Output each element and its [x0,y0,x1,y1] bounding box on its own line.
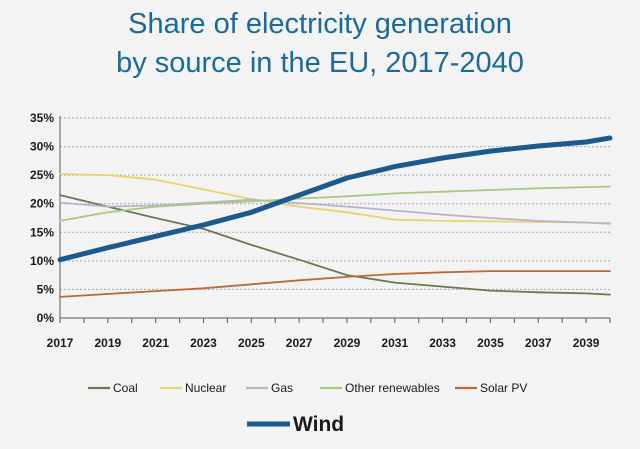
series-line-solar-pv [59,270,611,298]
x-tick-label: 2021 [142,336,169,350]
y-tick-label: 15% [30,225,54,239]
chart-title-line-1: Share of electricity generation [128,8,512,40]
y-tick-label: 30% [30,140,54,154]
x-tick-label: 2027 [286,336,313,350]
x-tick-label: 2037 [525,336,552,350]
x-tick-label: 2025 [238,336,265,350]
x-tick-label: 2033 [429,336,456,350]
x-axis: 2017 2019 2021 2023 2025 2027 2029 2031 2033 2035… [47,317,611,350]
legend: Coal Nuclear Gas Other renewables Solar PV Wi… [88,381,527,436]
y-tick-label: 25% [30,168,54,182]
x-tick-label: 2029 [334,336,361,350]
y-tick-label: 5% [37,282,55,296]
legend-label-nuclear: Nuclear [185,381,226,395]
x-tick-label: 2035 [477,336,504,350]
y-tick-label: 10% [30,254,54,268]
chart-title-line-2: by source in the EU, 2017-2040 [116,47,524,79]
grid [60,117,610,290]
legend-label-solar-pv: Solar PV [480,381,527,395]
y-tick-label: 35% [30,111,54,125]
series-line-wind [57,135,613,263]
x-tick-label: 2039 [573,336,600,350]
y-tick-label: 0% [37,311,55,325]
legend-label-wind: Wind [293,413,344,436]
series-lines [57,135,613,298]
series-line-other-renewables [59,185,611,222]
legend-label-other-renewables: Other renewables [345,381,440,395]
legend-label-gas: Gas [271,381,293,395]
legend-label-coal: Coal [113,381,138,395]
y-axis: 0% 5% 10% 15% 20% 25% 30% 35% [30,111,61,325]
x-tick-label: 2019 [94,336,121,350]
x-tick-label: 2023 [190,336,217,350]
series-line-nuclear [59,173,611,225]
series-line-gas [59,198,611,225]
x-tick-label: 2031 [381,336,408,350]
y-tick-label: 20% [30,197,54,211]
x-tick-label: 2017 [47,336,74,350]
series-line-coal [59,194,611,296]
